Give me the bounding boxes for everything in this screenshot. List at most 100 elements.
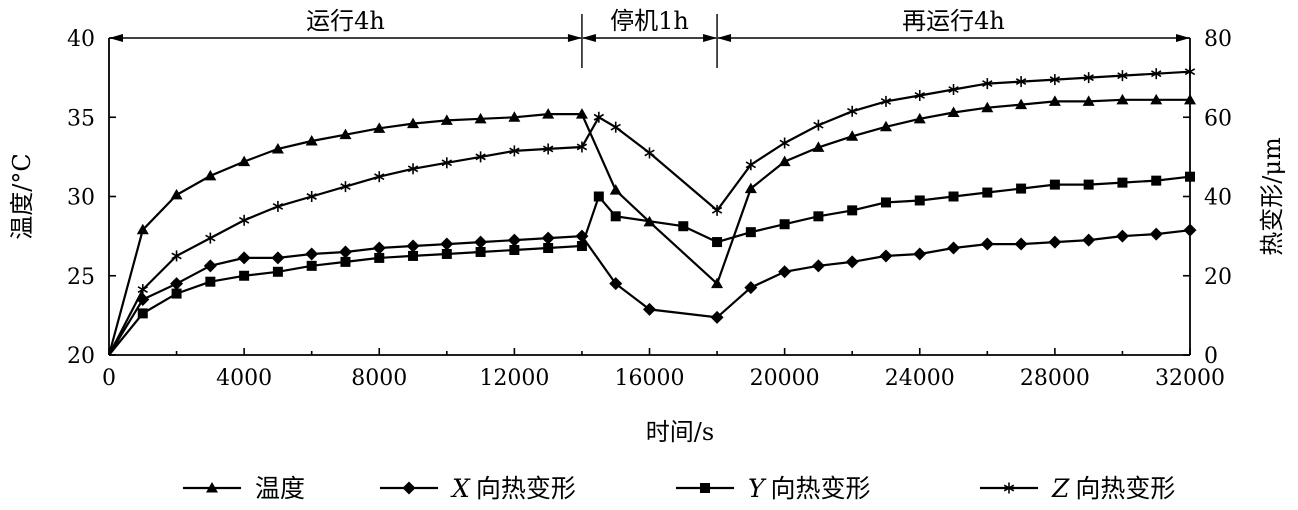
star-stroke <box>847 107 858 115</box>
series-line <box>108 175 1191 356</box>
data-point <box>272 266 283 277</box>
star-stroke <box>374 173 385 181</box>
star-stroke <box>272 202 284 210</box>
legend-label: 温度 <box>255 474 305 503</box>
data-point <box>813 211 824 222</box>
data-point <box>474 235 488 249</box>
data-point <box>373 122 386 133</box>
data-point <box>407 117 420 129</box>
data-point <box>542 143 554 155</box>
y-axis-left-title: 温度/°C <box>8 153 36 239</box>
data-point <box>847 205 858 216</box>
data-point <box>982 187 993 198</box>
star-stroke <box>1083 74 1094 82</box>
legend-item-3: Y 向热变形 <box>676 474 871 503</box>
data-point <box>272 200 284 212</box>
data-point <box>374 252 385 263</box>
legend-text: 向热变形 <box>771 474 871 503</box>
star-stroke <box>137 286 148 294</box>
data-point <box>845 255 859 269</box>
y-right-tick-label: 60 <box>1204 106 1232 131</box>
legend-marker <box>206 482 218 493</box>
data-point <box>440 114 453 125</box>
legend-marker <box>700 483 710 493</box>
data-point <box>372 241 386 255</box>
legend-axis-letter: Y <box>748 474 767 503</box>
data-point <box>509 145 520 157</box>
data-point <box>1016 183 1027 194</box>
data-point <box>880 197 891 208</box>
legend-item-4: Z 向热变形 <box>980 474 1175 503</box>
data-point <box>239 270 250 281</box>
x-axis-title: 时间/s <box>646 418 714 446</box>
data-point <box>712 237 723 248</box>
data-point <box>609 277 623 291</box>
data-point <box>710 310 724 324</box>
data-point <box>811 259 825 273</box>
data-point <box>543 243 554 254</box>
data-point <box>575 108 588 119</box>
star-stroke <box>948 86 959 93</box>
data-point <box>137 308 148 319</box>
data-point <box>1082 233 1096 247</box>
y-axis-right-title: 热变形/μm <box>1258 137 1286 256</box>
data-point <box>1082 95 1095 106</box>
data-point <box>475 151 486 163</box>
data-point <box>441 157 452 169</box>
data-point <box>305 135 318 146</box>
legend-label: Y 向热变形 <box>748 474 871 503</box>
star-stroke <box>1151 70 1162 78</box>
data-point <box>914 195 925 206</box>
data-point <box>339 128 352 140</box>
series-group <box>107 66 1197 356</box>
data-point <box>306 191 317 202</box>
data-point <box>170 277 184 291</box>
data-point <box>1117 177 1128 188</box>
data-point <box>1015 98 1028 110</box>
data-point <box>271 251 285 265</box>
legend-marker <box>1003 482 1015 494</box>
star-stroke <box>593 113 605 121</box>
data-point <box>237 251 251 265</box>
legend-item-1: 温度 <box>183 474 305 503</box>
star-stroke <box>1003 484 1015 492</box>
x-tick-label: 12000 <box>479 366 549 391</box>
phase-annotations: 运行4h 停机1h 再运行4h <box>109 7 1190 68</box>
y-right-tick-label: 80 <box>1204 27 1232 52</box>
axes: 0 4000 8000 12000 16000 20000 24000 28000 32000 2… <box>8 27 1286 446</box>
star-stroke <box>745 161 757 169</box>
star-stroke <box>238 216 250 224</box>
y-left-tick-label: 20 <box>67 344 95 369</box>
data-point <box>238 214 250 226</box>
data-point <box>813 119 824 131</box>
data-point <box>1151 68 1162 80</box>
data-point <box>305 247 319 261</box>
data-point <box>947 106 960 117</box>
legend-label: X 向热变形 <box>450 474 576 503</box>
data-point <box>1115 229 1129 243</box>
data-point <box>879 120 892 132</box>
data-point <box>1117 70 1128 82</box>
data-point <box>778 265 792 279</box>
series-4 <box>108 66 1196 356</box>
star-stroke <box>1117 72 1128 80</box>
star-stroke <box>475 153 486 161</box>
star-stroke <box>542 145 554 153</box>
data-point <box>948 84 959 96</box>
data-point <box>745 227 756 238</box>
data-point <box>507 233 521 247</box>
x-tick-label: 20000 <box>750 366 820 391</box>
data-point <box>913 247 927 261</box>
data-point <box>576 141 588 153</box>
legend-axis-letter: Z <box>1051 474 1070 503</box>
star-stroke <box>1015 78 1027 86</box>
data-point <box>1150 93 1163 105</box>
data-point <box>982 78 993 90</box>
series-2 <box>108 223 1197 356</box>
legend-text: 向热变形 <box>1075 474 1175 503</box>
legend-marker <box>402 481 416 495</box>
phase-label: 停机1h <box>610 7 689 35</box>
y-left-tick-label: 35 <box>67 106 95 131</box>
star-stroke <box>407 165 419 173</box>
